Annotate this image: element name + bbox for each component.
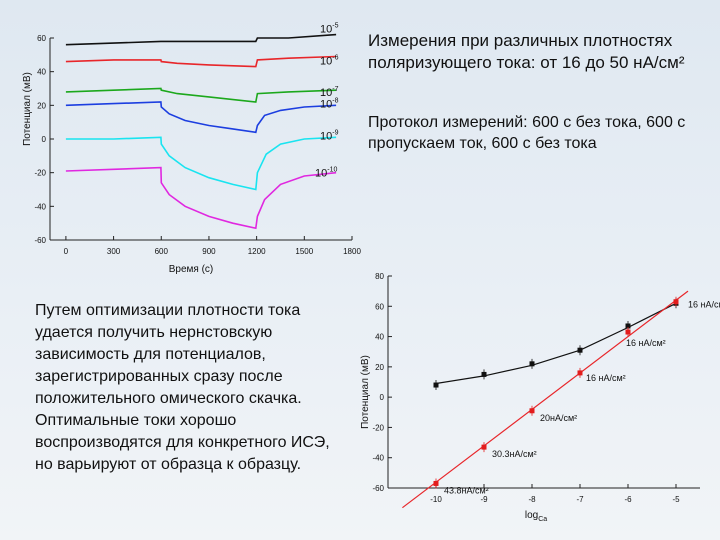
- y-tick-label: -40: [34, 202, 46, 211]
- series-label-exponent: -9: [332, 129, 338, 136]
- series-line-green: [65, 87, 337, 103]
- series-label-exponent: -8: [332, 97, 338, 104]
- y-tick-label: 60: [375, 302, 384, 311]
- series-label-exponent: -6: [332, 55, 338, 62]
- y-tick-label: 20: [37, 101, 46, 110]
- series-label-exponent: -7: [332, 86, 338, 93]
- y-tick-label: 20: [375, 363, 384, 372]
- current-density-label: 43.8нА/см²: [444, 485, 489, 495]
- series-line-black: [65, 33, 337, 46]
- x-tick-label: 0: [64, 247, 69, 256]
- series-label: 10-8: [320, 97, 339, 110]
- x-tick-label: 300: [107, 247, 121, 256]
- series-label: 10-5: [320, 23, 339, 36]
- series-line-blue: [65, 101, 337, 134]
- y-axis-label: Потенциал (мВ): [22, 72, 33, 146]
- protocol-text: Протокол измерений: 600 с без тока, 600 …: [368, 114, 686, 152]
- series-label: 10-6: [320, 55, 339, 68]
- current-density-label: 20нА/см²: [540, 413, 577, 423]
- y-tick-label: 40: [375, 333, 384, 342]
- y-tick-label: 0: [42, 135, 47, 144]
- y-tick-label: 80: [375, 272, 384, 281]
- series-line-cyan: [65, 136, 337, 191]
- summary-text: Путем оптимизации плотности тока удается…: [35, 302, 330, 473]
- title-text: Измерения при различных плотностях поляр…: [368, 31, 685, 72]
- fit-line-red: [402, 290, 689, 509]
- x-axis-label: logCa: [525, 510, 547, 523]
- y-tick-label: 40: [37, 68, 46, 77]
- x-tick-label: -6: [624, 495, 632, 504]
- current-density-label: 16 нА/см²: [626, 338, 666, 348]
- x-tick-label: 600: [155, 247, 169, 256]
- y-tick-label: -60: [372, 484, 384, 493]
- y-tick-label: -60: [34, 236, 46, 245]
- x-axis-label: Время (с): [169, 264, 214, 275]
- calibration-chart: -10 -9 -8 -7 -6 -5 -60 -40 -20 0 20 40 60 80 logCa Поте…: [360, 272, 720, 523]
- series-label-exponent: -10: [327, 167, 337, 174]
- fit-line-black: [435, 302, 677, 385]
- series-label: 10-10: [315, 167, 337, 180]
- y-tick-label: 0: [380, 393, 385, 402]
- y-axis-label: Потенциал (мВ): [360, 355, 371, 429]
- series-line-red: [65, 55, 337, 68]
- x-tick-label: -5: [672, 495, 680, 504]
- current-density-label: 16 нА/см²: [688, 299, 720, 309]
- x-tick-label: 1500: [295, 247, 313, 256]
- y-tick-label: -20: [372, 423, 384, 432]
- x-axis-label-subscript: Ca: [538, 516, 547, 523]
- time-series-chart: 0 300 600 900 1200 1500 1800 -60 -40 -20 0 20 40 60 Вр…: [22, 23, 361, 275]
- series-label: 10-9: [320, 129, 339, 142]
- series-label-exponent: -5: [332, 23, 338, 30]
- x-tick-label: 1800: [343, 247, 361, 256]
- current-density-label: 16 нА/см²: [586, 373, 626, 383]
- x-tick-label: 900: [202, 247, 216, 256]
- x-tick-label: -10: [430, 495, 442, 504]
- y-tick-label: 60: [37, 34, 46, 43]
- x-tick-label: -8: [528, 495, 536, 504]
- series-line-magenta: [65, 166, 337, 230]
- y-tick-label: -40: [372, 454, 384, 463]
- x-tick-label: -7: [576, 495, 584, 504]
- x-tick-label: 1200: [248, 247, 266, 256]
- current-density-label: 30.3нА/см²: [492, 449, 537, 459]
- y-tick-label: -20: [34, 169, 46, 178]
- x-tick-label: -9: [480, 495, 488, 504]
